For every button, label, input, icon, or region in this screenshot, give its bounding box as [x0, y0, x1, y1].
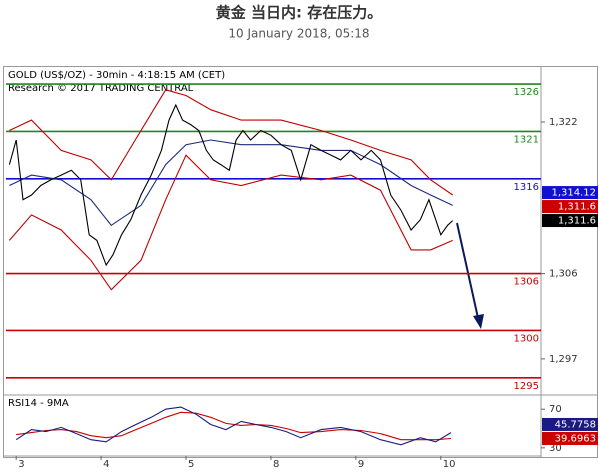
price-tag-label: 1,311.6 — [558, 202, 596, 213]
series-line — [8, 103, 454, 267]
annotation: Research © 2017 TRADING CENTRAL — [8, 83, 194, 94]
x-tick-label: 3 — [18, 459, 24, 470]
x-tick-label: 10 — [443, 459, 456, 470]
price-tag-label: 1,311.6 — [558, 216, 596, 227]
price-tag-label: 39.6963 — [555, 433, 596, 444]
level-label: 1300 — [514, 333, 539, 344]
y-tick-label: 1,306 — [549, 269, 578, 280]
x-tick-label: 4 — [103, 459, 109, 470]
level-label: 1316 — [514, 182, 539, 193]
price-tag — [542, 431, 598, 445]
y-tick-label: 30 — [549, 443, 562, 454]
level-label: 1321 — [514, 134, 539, 145]
level-label: 1306 — [514, 277, 539, 288]
price-tag — [542, 214, 598, 228]
x-tick-label: 5 — [188, 459, 194, 470]
y-tick-label: 70 — [549, 404, 562, 415]
title: 黄金 当日内: 存在压力。 — [216, 4, 382, 22]
subtitle: 10 January 2018, 05:18 — [228, 27, 369, 41]
price-tag — [542, 200, 598, 214]
series-line — [8, 154, 453, 291]
annotation: GOLD (US$/OZ) - 30min - 4:18:15 AM (CET) — [8, 70, 225, 81]
y-tick-label: 1,297 — [549, 354, 578, 365]
price-tag-label: 45.7758 — [555, 419, 596, 430]
level-label: 1326 — [514, 87, 539, 98]
price-tag — [542, 417, 598, 431]
forecast-arrow — [456, 222, 484, 329]
level-label: 1295 — [514, 381, 539, 392]
x-tick-label: 9 — [358, 459, 364, 470]
series-line — [16, 411, 452, 441]
price-tag — [542, 186, 598, 200]
price-tag-label: 1,314.12 — [551, 188, 596, 199]
series-line — [9, 89, 454, 196]
rsi-title: RSI14 - 9MA — [8, 398, 69, 409]
series-line — [15, 406, 452, 446]
frame — [3, 66, 598, 458]
y-tick-label: 1,322 — [549, 117, 578, 128]
series-line — [9, 139, 453, 227]
x-tick-label: 8 — [273, 459, 279, 470]
